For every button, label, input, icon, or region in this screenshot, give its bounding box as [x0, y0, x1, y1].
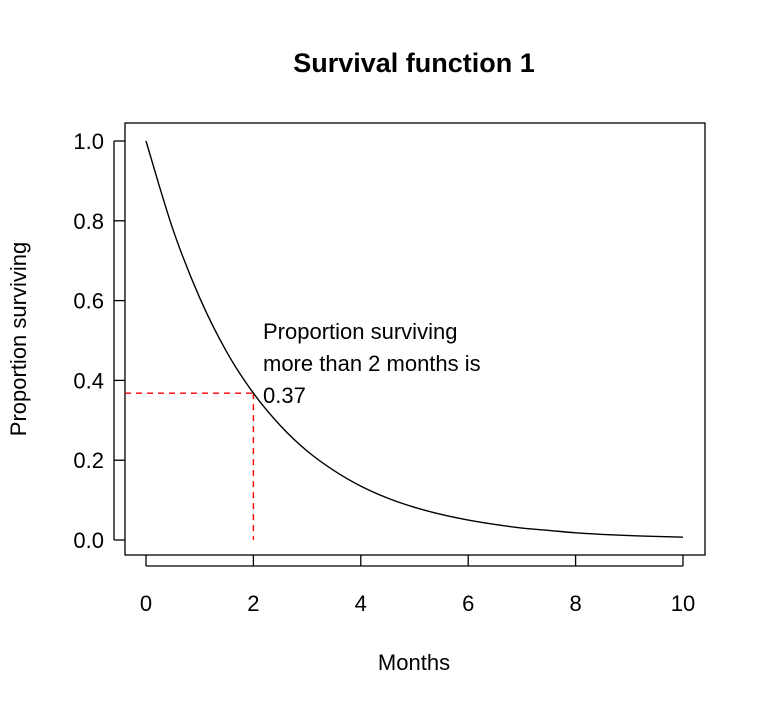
y-tick-label: 0.6 — [73, 289, 104, 314]
y-tick-label: 0.8 — [73, 209, 104, 234]
y-axis-label: Proportion surviving — [6, 242, 31, 436]
annotation-line-2: more than 2 months is — [263, 351, 481, 376]
reference-lines — [125, 392, 255, 540]
x-tick-label: 0 — [140, 591, 152, 616]
annotation-line-3: 0.37 — [263, 383, 306, 408]
x-tick-label: 10 — [671, 591, 695, 616]
x-axis-label: Months — [378, 650, 450, 675]
x-tick-label: 4 — [355, 591, 367, 616]
y-tick-label: 0.0 — [73, 528, 104, 553]
x-axis: 0 2 4 6 8 10 — [140, 555, 695, 616]
annotation: Proportion surviving more than 2 months … — [263, 319, 481, 408]
x-tick-label: 2 — [247, 591, 259, 616]
survival-curve — [145, 140, 684, 538]
plot-frame — [124, 122, 706, 556]
y-tick-label: 0.2 — [73, 448, 104, 473]
x-tick-label: 6 — [462, 591, 474, 616]
x-tick-label: 8 — [569, 591, 581, 616]
chart-title: Survival function 1 — [293, 48, 535, 78]
y-axis: 0.0 0.2 0.4 0.6 0.8 1.0 — [73, 129, 125, 553]
y-tick-label: 1.0 — [73, 129, 104, 154]
annotation-line-1: Proportion surviving — [263, 319, 457, 344]
y-tick-label: 0.4 — [73, 368, 104, 393]
